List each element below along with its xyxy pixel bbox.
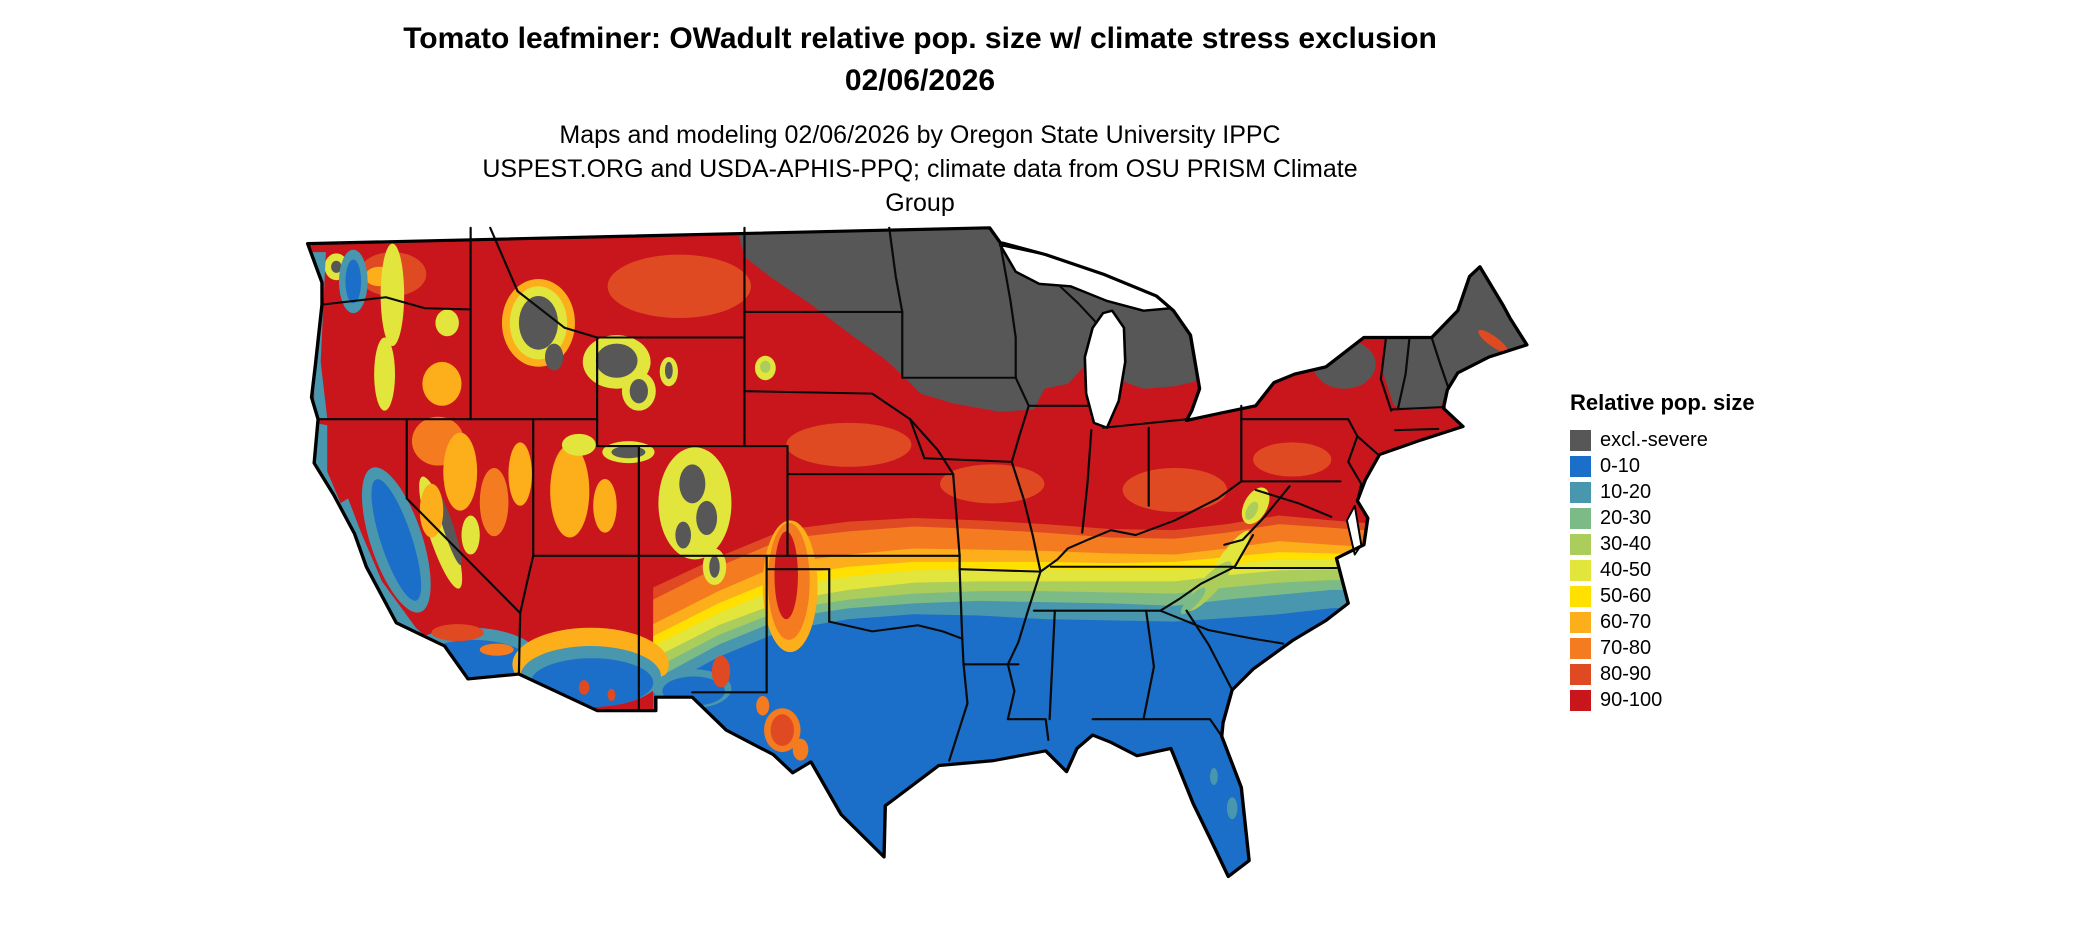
legend-swatch	[1570, 586, 1591, 607]
state-boundaries	[316, 226, 1450, 762]
legend-item-label: 30-40	[1600, 533, 1652, 555]
legend-item: 30-40	[1570, 532, 1830, 557]
legend-swatch	[1570, 534, 1591, 555]
chesapeake-bay	[1345, 504, 1363, 556]
legend-item: 0-10	[1570, 454, 1830, 479]
us-outline	[305, 226, 1529, 879]
legend-item: 70-80	[1570, 636, 1830, 661]
legend-swatch	[1570, 638, 1591, 659]
us-map	[305, 226, 1529, 879]
legend-item-label: 40-50	[1600, 559, 1652, 581]
legend-item-label: 60-70	[1600, 611, 1652, 633]
legend-item-label: 50-60	[1600, 585, 1652, 607]
legend-swatch	[1570, 508, 1591, 529]
legend-item: excl.-severe	[1570, 428, 1830, 453]
legend-swatch	[1570, 430, 1591, 451]
legend-swatch	[1570, 664, 1591, 685]
page-title: Tomato leafminer: OWadult relative pop. …	[403, 22, 1437, 97]
legend-item: 50-60	[1570, 584, 1830, 609]
raster-fill	[307, 227, 1527, 877]
legend-swatch	[1570, 690, 1591, 711]
page-subtitle: Maps and modeling 02/06/2026 by Oregon S…	[482, 121, 1358, 217]
legend-item-label: excl.-severe	[1600, 429, 1708, 451]
legend-swatch	[1570, 612, 1591, 633]
legend-item-label: 10-20	[1600, 481, 1652, 503]
great-lakes	[998, 243, 1363, 556]
legend-item: 90-100	[1570, 688, 1830, 713]
legend-item-label: 70-80	[1600, 637, 1652, 659]
map-page: { "header": { "title": "Tomato leafminer…	[305, 22, 1830, 879]
legend-item: 20-30	[1570, 506, 1830, 531]
legend-swatch	[1570, 456, 1591, 477]
legend-item: 40-50	[1570, 558, 1830, 583]
legend-swatch	[1570, 482, 1591, 503]
legend-item: 80-90	[1570, 662, 1830, 687]
legend-item: 60-70	[1570, 610, 1830, 635]
legend-item-label: 90-100	[1600, 689, 1663, 711]
legend-item: 10-20	[1570, 480, 1830, 505]
legend-swatch	[1570, 560, 1591, 581]
us-map-container	[262, 179, 1566, 935]
legend-title: Relative pop. size	[1570, 390, 1755, 415]
legend-item-label: 0-10	[1600, 455, 1641, 477]
legend-item-label: 80-90	[1600, 663, 1652, 685]
legend-item-label: 20-30	[1600, 507, 1652, 529]
legend: Relative pop. size excl.-severe 0-10 10-20…	[1570, 390, 1830, 714]
legend-items: excl.-severe 0-10 10-20 20-30 30-40 40-50 50-6…	[1570, 428, 1830, 713]
